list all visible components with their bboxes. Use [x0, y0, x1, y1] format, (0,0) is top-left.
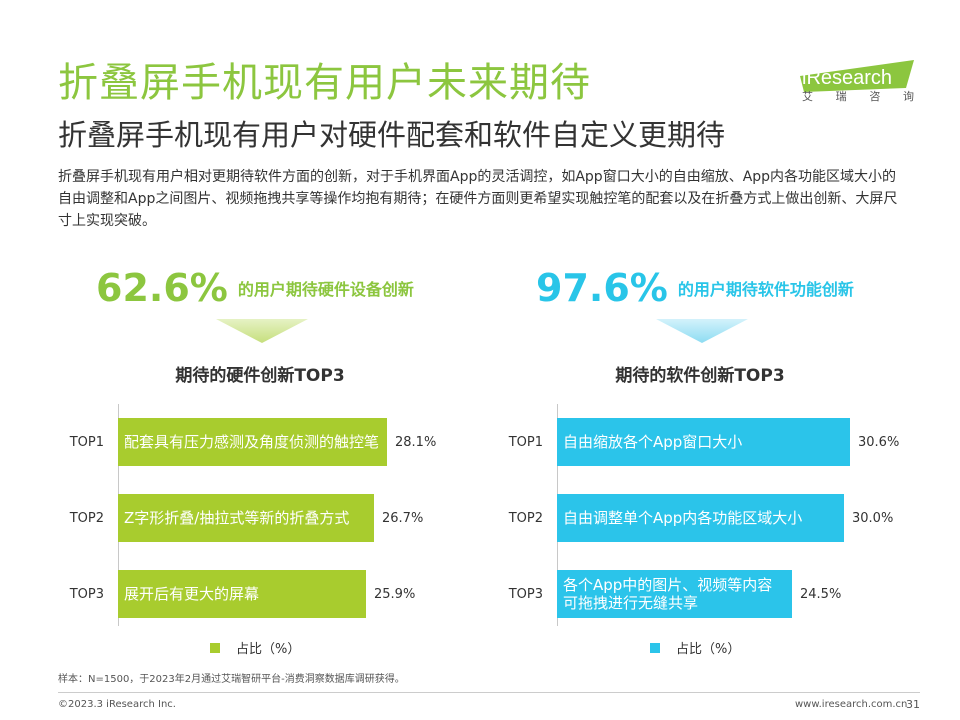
- category-label: TOP3: [69, 586, 104, 602]
- hardware-stat-value: 62.6%: [96, 266, 228, 310]
- bar: 各个App中的图片、视频等内容可拖拽进行无缝共享: [557, 570, 792, 618]
- down-arrow-icon: [656, 319, 748, 343]
- category-label: TOP2: [69, 510, 104, 526]
- software-stat-label: 的用户期待软件功能创新: [677, 280, 854, 299]
- logo-wordmark: iResearch: [802, 67, 892, 89]
- software-legend: 占比（%）: [650, 638, 740, 657]
- iresearch-logo: iResearch: [800, 60, 914, 92]
- logo-char: 艾: [802, 90, 813, 103]
- page-number: 31: [906, 698, 920, 711]
- copyright: ©2023.3 iResearch Inc.: [58, 699, 176, 710]
- hardware-legend: 占比（%）: [210, 638, 300, 657]
- category-label: TOP1: [508, 434, 543, 450]
- software-bar-chart: TOP1 自由缩放各个App窗口大小 30.6% TOP2 自由调整单个App内各功能区…: [509, 404, 900, 626]
- logo-subtitle: 艾 瑞 咨 询: [802, 88, 914, 104]
- logo-char: 咨: [869, 90, 881, 103]
- website-link[interactable]: www.iresearch.com.cn: [795, 699, 908, 710]
- category-label: TOP3: [508, 586, 543, 602]
- down-arrow-icon: [216, 319, 308, 343]
- hardware-stat-label: 的用户期待硬件设备创新: [237, 280, 414, 299]
- legend-swatch: [210, 642, 220, 653]
- logo-char: 询: [902, 90, 914, 103]
- hardware-bar-chart: TOP1 配套具有压力感测及角度侦测的触控笔 28.1% TOP2 Z字形折叠/抽拉式等…: [70, 404, 458, 626]
- bar: 自由调整单个App内各功能区域大小: [557, 494, 844, 542]
- bar: 展开后有更大的屏幕: [118, 570, 366, 618]
- legend-swatch: [650, 642, 660, 653]
- legend-label: 占比（%）: [236, 642, 301, 657]
- value-label: 30.0%: [852, 510, 894, 526]
- value-label: 25.9%: [374, 586, 416, 602]
- logo-char: 瑞: [835, 90, 847, 103]
- bar: 自由缩放各个App窗口大小: [557, 418, 850, 466]
- page-title: 折叠屏手机现有用户未来期待: [58, 60, 591, 106]
- bar: Z字形折叠/抽拉式等新的折叠方式: [118, 494, 374, 542]
- value-label: 24.5%: [800, 586, 842, 602]
- hardware-chart-title: 期待的硬件创新TOP3: [175, 366, 345, 386]
- value-label: 26.7%: [382, 510, 424, 526]
- sample-note: 样本：N=1500，于2023年2月通过艾瑞智研平台-消费洞察数据库调研获得。: [58, 674, 405, 685]
- hardware-stat: 62.6% 的用户期待硬件设备创新: [96, 266, 414, 310]
- description: 折叠屏手机现有用户相对更期待软件方面的创新，对于手机界面App的灵活调控，如Ap…: [58, 169, 898, 229]
- page-subtitle: 折叠屏手机现有用户对硬件配套和软件自定义更期待: [58, 118, 726, 152]
- footer-divider: [58, 692, 920, 693]
- category-label: TOP2: [508, 510, 543, 526]
- legend-label: 占比（%）: [676, 642, 741, 657]
- value-label: 28.1%: [395, 434, 437, 450]
- value-label: 30.6%: [858, 434, 900, 450]
- software-stat: 97.6% 的用户期待软件功能创新: [536, 266, 854, 310]
- software-chart-title: 期待的软件创新TOP3: [615, 366, 785, 386]
- bar: 配套具有压力感测及角度侦测的触控笔: [118, 418, 387, 466]
- category-label: TOP1: [69, 434, 104, 450]
- software-stat-value: 97.6%: [536, 266, 668, 310]
